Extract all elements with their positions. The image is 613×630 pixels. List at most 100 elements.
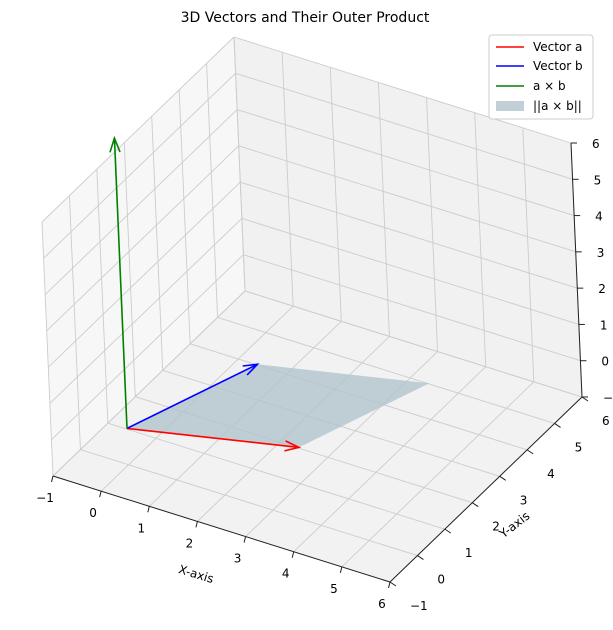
gridline-z-backwall <box>243 254 581 362</box>
gridline-y-leftwall <box>41 221 54 477</box>
cross-product-vector-arrowhead <box>109 135 121 153</box>
gridline-z-leftwall <box>49 218 243 404</box>
x-tick <box>243 536 247 543</box>
x-tick-label: 3 <box>234 552 242 566</box>
legend-label-vector-a: Vector a <box>533 40 582 54</box>
z-tick-label: −1 <box>603 391 613 405</box>
legend-label-area: ||a × b|| <box>533 99 582 113</box>
z-axis-line <box>570 142 583 398</box>
x-tick-label: −1 <box>36 491 54 505</box>
gridline-y-leftwall <box>96 169 109 424</box>
gridline-x-floor <box>293 366 487 553</box>
gridline-x-backwall <box>426 97 439 352</box>
gridline-z-backwall <box>233 36 572 144</box>
gridline-z-backwall <box>244 290 583 398</box>
gridlines <box>41 36 583 583</box>
x-tick <box>99 491 102 498</box>
y-tick-label: −1 <box>410 599 428 613</box>
gridline-y-leftwall <box>233 36 246 292</box>
legend-swatch-area <box>496 101 524 111</box>
gridline-z-leftwall <box>46 145 240 332</box>
x-tick <box>195 521 198 528</box>
y-tick-label: 5 <box>575 440 583 454</box>
z-tick-label: 6 <box>592 137 600 151</box>
gridline-x-floor <box>341 381 535 568</box>
legend-frame <box>488 34 594 120</box>
cross-product-area <box>127 364 430 448</box>
vector-a-arrowhead <box>284 440 302 452</box>
gridline-y-leftwall <box>68 195 81 450</box>
y-axis-line <box>389 396 583 583</box>
y-tick <box>526 449 534 455</box>
x-tick-label: 6 <box>378 597 386 611</box>
gridline-z-backwall <box>240 181 578 289</box>
y-tick-label: 3 <box>520 493 528 507</box>
gridline-z-backwall <box>235 72 573 180</box>
y-tick <box>444 528 452 534</box>
y-tick-label: 6 <box>602 414 610 428</box>
tick-labels: −1 0 1 2 3 4 5 6 −1 0 1 2 3 4 5 6 −1 0 1 2 3 4 5 6 <box>36 137 613 613</box>
x-tick <box>291 551 295 558</box>
x-tick-label: 4 <box>282 567 290 581</box>
axis-lines <box>52 142 583 583</box>
x-axis-label: X-axis <box>177 562 216 586</box>
y-tick <box>499 475 506 481</box>
legend-label-cross-product: a × b <box>533 79 566 93</box>
gridline-y-floor <box>107 422 445 530</box>
gridline-z-leftwall <box>44 109 238 295</box>
gridline-x-backwall <box>281 52 294 307</box>
x-axis-line <box>52 475 391 583</box>
back-wall-pane <box>234 37 582 397</box>
gridline-z-leftwall <box>41 36 235 223</box>
x-tick-label: 2 <box>186 536 194 550</box>
z-tick-label: 1 <box>600 318 608 332</box>
plot-content <box>109 135 430 452</box>
vector-b-arrowhead <box>242 363 260 376</box>
y-tick-label: 0 <box>437 573 445 587</box>
y-tick-label: 4 <box>547 467 555 481</box>
y-tick-label: 2 <box>492 520 500 534</box>
gridline-x-backwall <box>474 112 487 367</box>
gridline-z-leftwall <box>51 254 244 441</box>
x-tick <box>339 566 343 573</box>
gridline-x-backwall <box>377 82 390 337</box>
chart-title: 3D Vectors and Their Outer Product <box>181 10 430 26</box>
legend: Vector a Vector b a × b ||a × b|| <box>488 34 594 120</box>
y-axis-label: Y-axis <box>496 509 532 542</box>
legend-label-vector-b: Vector b <box>533 59 583 73</box>
tick-marks <box>51 142 589 589</box>
gridline-y-floor <box>217 316 555 424</box>
x-tick-label: 1 <box>137 521 145 535</box>
z-tick-label: 4 <box>595 210 603 224</box>
y-tick <box>581 396 589 402</box>
gridline-y-leftwall <box>123 142 136 397</box>
z-tick-label: 5 <box>594 173 602 187</box>
vector-b-shaft <box>126 363 258 430</box>
gridline-z-backwall <box>241 217 579 325</box>
x-tick <box>51 475 54 483</box>
gridline-z-backwall <box>237 109 575 217</box>
gridline-z-leftwall <box>43 72 236 259</box>
y-tick-label: 1 <box>465 546 473 560</box>
gridline-y-leftwall <box>206 63 219 318</box>
vector-a-shaft <box>126 427 299 449</box>
gridline-z-backwall <box>238 145 576 253</box>
y-tick <box>472 502 479 508</box>
y-tick <box>417 555 424 560</box>
z-tick-label: 0 <box>601 355 609 369</box>
gridline-y-floor <box>80 449 418 557</box>
gridline-x-backwall <box>329 67 342 322</box>
gridline-z-leftwall <box>52 290 246 477</box>
z-tick-label: 3 <box>597 246 605 260</box>
x-tick <box>147 506 150 513</box>
y-tick <box>389 581 397 587</box>
gridline-y-leftwall <box>178 89 191 344</box>
gridline-x-backwall <box>522 127 535 382</box>
x-tick-label: 0 <box>89 506 97 520</box>
left-wall-pane <box>42 37 245 476</box>
x-tick-label: 5 <box>330 582 338 596</box>
cross-product-vector-shaft <box>113 138 128 429</box>
z-tick-label: 2 <box>598 282 606 296</box>
gridline-z-leftwall <box>47 181 241 368</box>
